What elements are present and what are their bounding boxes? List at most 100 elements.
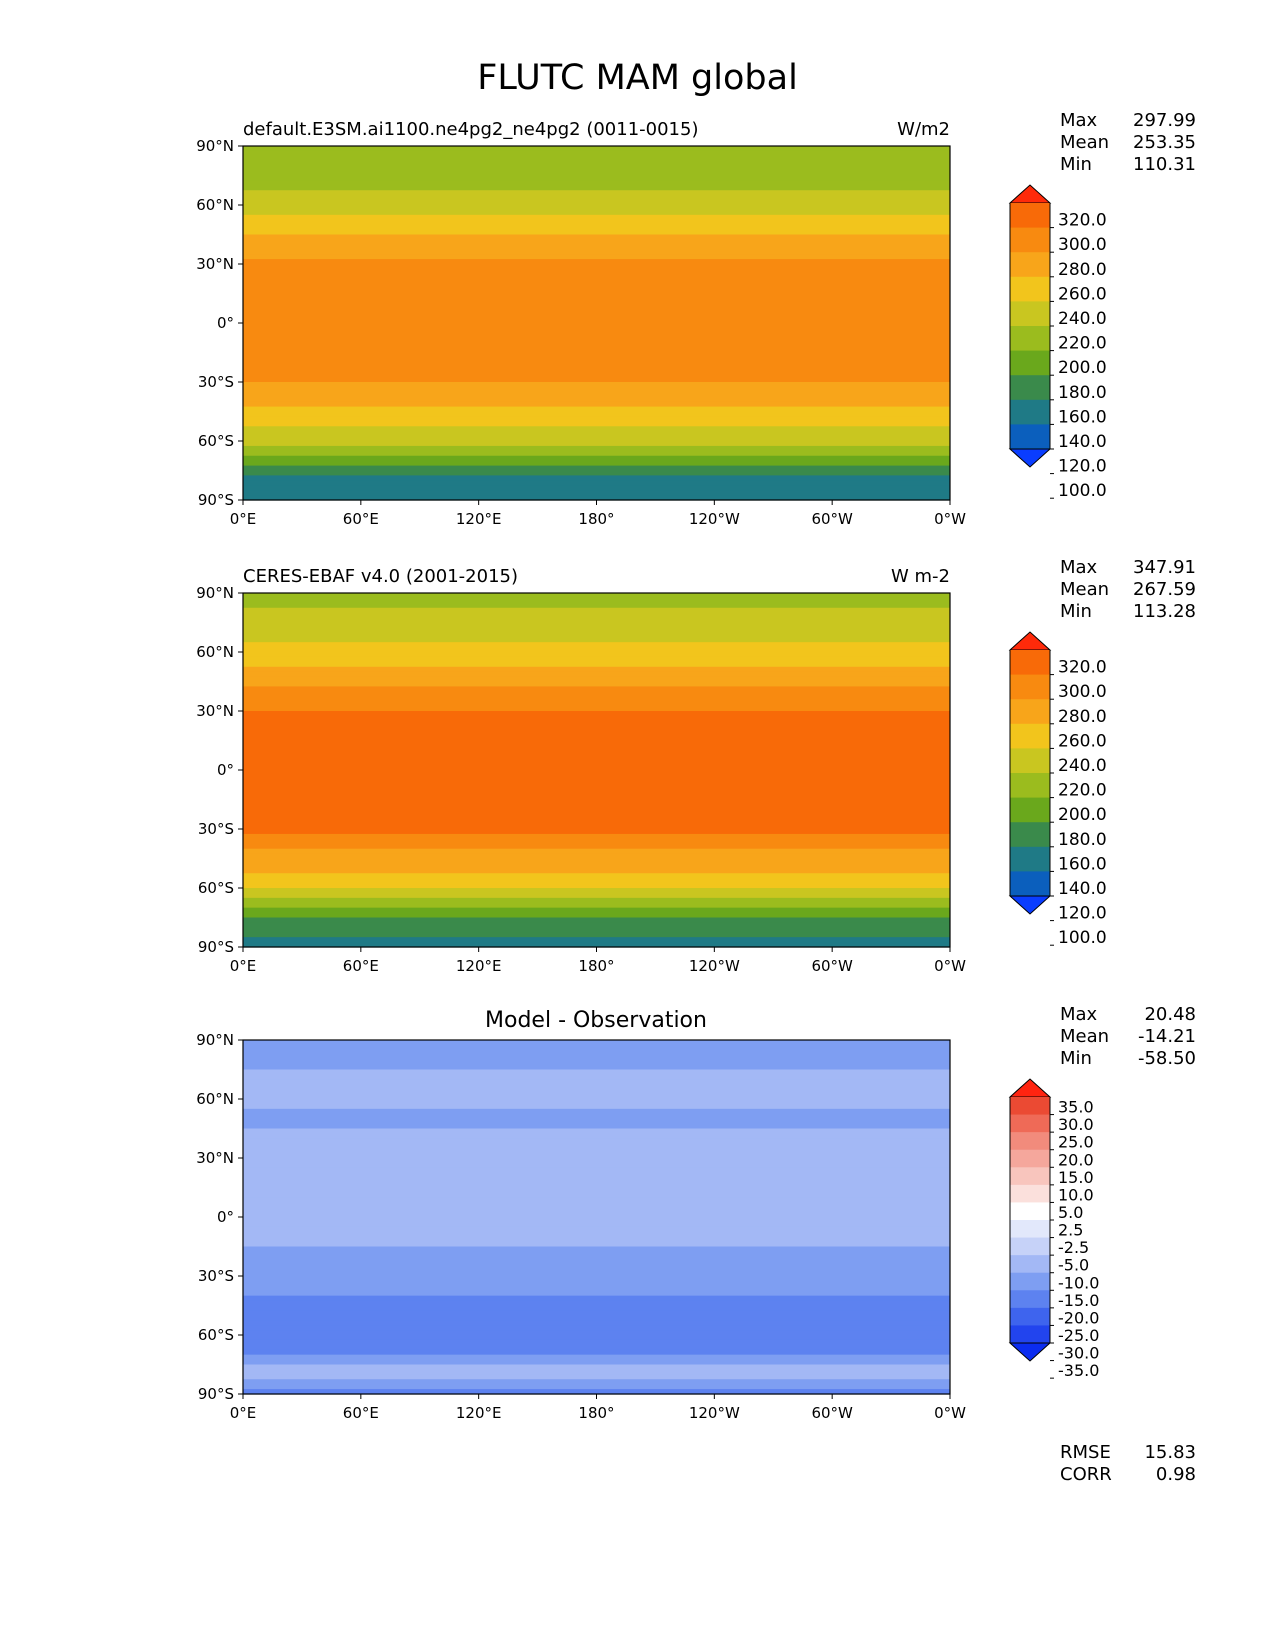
x-tick-label: 0°W — [934, 1404, 966, 1422]
lat-band — [243, 912, 950, 919]
colorbar-segment — [1010, 797, 1050, 823]
colorbar-label: 220.0 — [1058, 334, 1107, 354]
x-tick-label: 60°E — [343, 1404, 379, 1422]
colorbar-segment — [1010, 699, 1050, 725]
colorbar-segment — [1010, 1237, 1050, 1256]
y-tick-label: 90°N — [196, 137, 234, 155]
stat-mean-label: Mean — [1060, 1026, 1110, 1047]
colorbar: 35.030.025.020.015.010.05.02.5-2.5-5.0-1… — [1008, 1078, 1099, 1380]
lat-band — [243, 323, 950, 329]
y-tick-label: 0° — [217, 1208, 234, 1226]
lat-band — [243, 1364, 950, 1371]
colorbar-segment — [1010, 748, 1050, 774]
lat-band — [243, 1217, 950, 1223]
lat-band — [243, 907, 950, 914]
lat-band — [243, 170, 950, 177]
lat-band — [243, 725, 950, 732]
lat-band — [243, 597, 950, 604]
lat-band — [243, 303, 950, 309]
colorbar-label: 200.0 — [1058, 805, 1107, 825]
lat-band — [243, 1389, 950, 1395]
lat-band — [243, 1162, 950, 1169]
y-tick-label: 90°N — [196, 1031, 234, 1049]
colorbar-label: -5.0 — [1058, 1256, 1089, 1275]
lat-band — [243, 313, 950, 319]
colorbar-label: 280.0 — [1058, 260, 1107, 280]
lat-band — [243, 1049, 950, 1056]
colorbar-segment — [1010, 1202, 1050, 1221]
map-axes: 0°E 60°E 120°E 180° 120°W 60°W 0°W 90°N 60°N 30°N… — [196, 584, 966, 975]
x-tick-label: 60°E — [343, 510, 379, 528]
lat-band — [243, 809, 950, 815]
map-area — [242, 592, 951, 948]
x-tick-label: 0°W — [934, 510, 966, 528]
map-area — [242, 1039, 951, 1395]
colorbar-segment — [1010, 326, 1050, 352]
lat-band — [243, 386, 950, 393]
lat-band — [243, 1349, 950, 1356]
colorbar-label: -25.0 — [1058, 1326, 1099, 1345]
colorbar: 320.0 300.0 280.0 260.0 240.0 220.0 200.0 180.0… — [1008, 184, 1107, 501]
lat-band — [243, 1246, 950, 1253]
lat-band — [243, 617, 950, 624]
lat-band — [243, 632, 950, 638]
colorbar-extend-min — [1008, 895, 1052, 915]
x-tick-label: 180° — [578, 1404, 614, 1422]
lat-band — [243, 1074, 950, 1080]
lat-band — [243, 450, 950, 457]
lat-band — [243, 1143, 950, 1149]
y-tick-label: 90°S — [198, 491, 234, 509]
lat-band — [243, 264, 950, 270]
lat-band — [243, 406, 950, 413]
lat-band — [243, 666, 950, 673]
lat-band — [243, 730, 950, 737]
lat-band — [243, 146, 950, 152]
stats-block: Max 20.48 Mean -14.21 Min -58.50 — [1060, 1004, 1196, 1070]
rmse-value: 15.83 — [1144, 1442, 1196, 1463]
colorbar-segment — [1010, 424, 1050, 450]
lat-band — [243, 416, 950, 422]
lat-band — [243, 917, 950, 924]
lat-band — [243, 1153, 950, 1159]
lat-band — [243, 863, 950, 869]
lat-band — [243, 745, 950, 751]
lat-band — [243, 1128, 950, 1135]
colorbar-segment — [1010, 723, 1050, 749]
colorbar-label: -35.0 — [1058, 1361, 1099, 1380]
colorbar-label: 5.0 — [1058, 1203, 1083, 1222]
colorbar-extend-max — [1008, 184, 1052, 204]
lat-band — [243, 155, 950, 162]
lat-band — [243, 1315, 950, 1321]
x-tick-label: 120°E — [456, 957, 502, 975]
lat-band — [243, 209, 950, 216]
colorbar-extend-min — [1008, 1342, 1052, 1362]
lat-band — [243, 219, 950, 226]
colorbar-label: 25.0 — [1058, 1133, 1094, 1152]
colorbar-segment — [1010, 203, 1050, 229]
lat-band — [243, 819, 950, 825]
colorbar-segment — [1010, 1325, 1050, 1344]
x-tick-label: 120°W — [689, 1404, 740, 1422]
lat-band — [243, 637, 950, 643]
stat-min-label: Min — [1060, 601, 1092, 622]
colorbar-label: 180.0 — [1058, 830, 1107, 850]
y-tick-label: 60°S — [198, 879, 234, 897]
panel-test: default.E3SM.ai1100.ne4pg2_ne4pg2 (0011-… — [196, 119, 1107, 528]
lat-band — [243, 1133, 950, 1139]
lat-band — [243, 1325, 950, 1331]
lat-band — [243, 1266, 950, 1272]
lat-band — [243, 382, 950, 388]
lat-band — [243, 612, 950, 619]
lat-band — [243, 465, 950, 472]
lat-band — [243, 229, 950, 236]
lat-band — [243, 691, 950, 697]
stat-max-label: Max — [1060, 557, 1098, 578]
lat-band — [243, 740, 950, 747]
lat-band — [243, 1040, 950, 1046]
lat-band — [243, 244, 950, 250]
x-tick-label: 180° — [578, 957, 614, 975]
lat-band — [243, 1167, 950, 1174]
lat-band — [243, 1177, 950, 1184]
lat-band — [243, 1158, 950, 1164]
colorbar-segment — [1010, 1220, 1050, 1239]
